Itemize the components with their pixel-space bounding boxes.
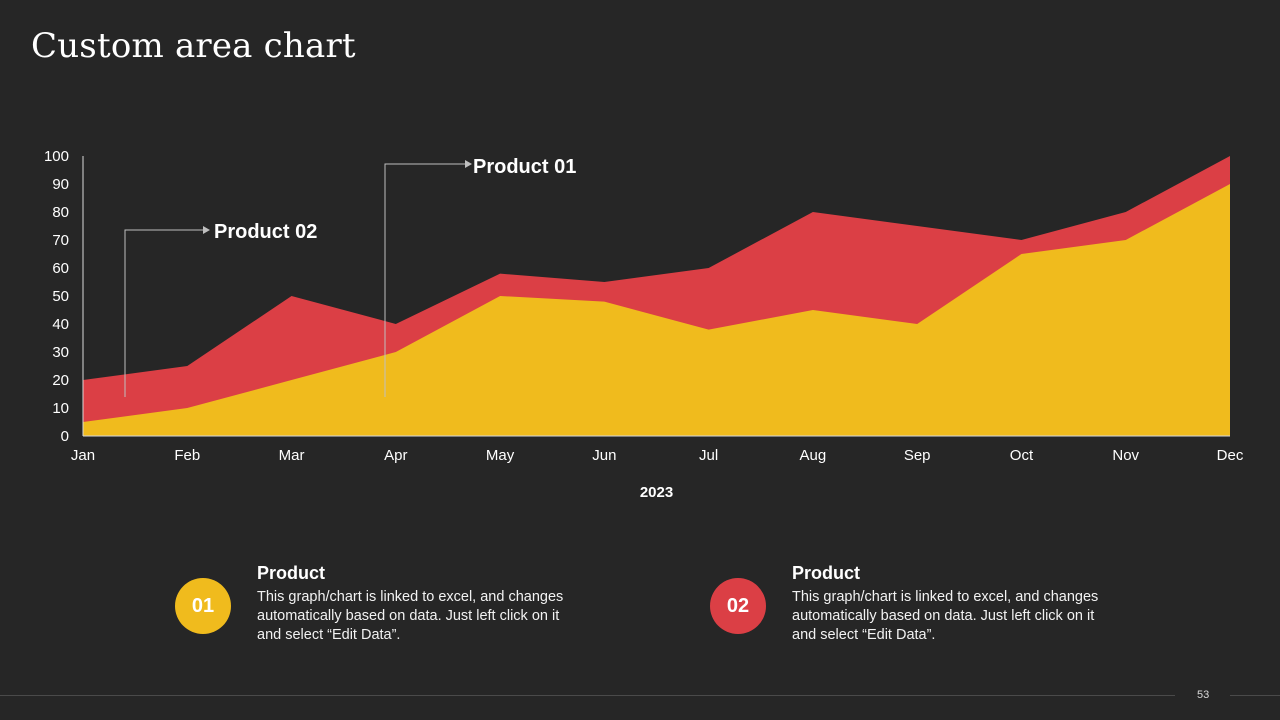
callout-line-product-02 [124, 229, 203, 397]
y-tick-label-10: 10 [52, 400, 69, 417]
x-tick-label-feb: Feb [174, 447, 200, 464]
footer-divider [0, 695, 1175, 696]
x-tick-label-nov: Nov [1112, 447, 1139, 464]
y-tick-label-30: 30 [52, 344, 69, 361]
x-axis-title: 2023 [640, 484, 673, 501]
y-tick-label-80: 80 [52, 204, 69, 221]
area-chart[interactable]: 0 10 20 30 40 50 60 70 80 90 100 Jan Feb Mar Apr May Jun… [0, 0, 1280, 520]
x-tick-label-dec: Dec [1217, 447, 1244, 464]
product-card-01: 01 Product This graph/chart is linked to… [175, 562, 587, 645]
x-tick-label-jul: Jul [699, 447, 718, 464]
x-tick-label-jan: Jan [71, 447, 95, 464]
area-product-01[interactable] [83, 184, 1230, 436]
callout-label-product-02: Product 02 [214, 221, 317, 243]
y-tick-label-60: 60 [52, 260, 69, 277]
y-tick-label-70: 70 [52, 232, 69, 249]
x-tick-label-aug: Aug [800, 447, 827, 464]
product-card-02: 02 Product This graph/chart is linked to… [710, 562, 1122, 645]
x-tick-label-jun: Jun [592, 447, 616, 464]
page-number: 53 [1197, 689, 1210, 701]
card-text-02: This graph/chart is linked to excel, and… [792, 589, 1099, 643]
page-title: Custom area chart [31, 26, 356, 66]
card-text-01: This graph/chart is linked to excel, and… [257, 589, 564, 643]
y-tick-label-40: 40 [52, 316, 69, 333]
y-tick-label-100: 100 [44, 148, 69, 165]
callout-arrow-product-02 [203, 226, 210, 234]
x-tick-label-mar: Mar [279, 447, 305, 464]
card-title-02: Product [792, 563, 861, 583]
card-title-01: Product [257, 563, 326, 583]
y-tick-label-20: 20 [52, 372, 69, 389]
x-tick-label-apr: Apr [384, 447, 407, 464]
x-tick-label-oct: Oct [1010, 447, 1034, 464]
badge-02: 02 [710, 578, 766, 634]
x-tick-label-may: May [486, 447, 515, 464]
y-tick-label-0: 0 [61, 428, 69, 445]
footer-divider-right [1230, 695, 1280, 696]
callout-arrow-product-01 [465, 160, 472, 168]
badge-01: 01 [175, 578, 231, 634]
x-tick-label-sep: Sep [904, 447, 931, 464]
callout-label-product-01: Product 01 [473, 156, 576, 178]
callout-line-product-01 [384, 163, 465, 397]
y-tick-label-50: 50 [52, 288, 69, 305]
y-tick-label-90: 90 [52, 176, 69, 193]
